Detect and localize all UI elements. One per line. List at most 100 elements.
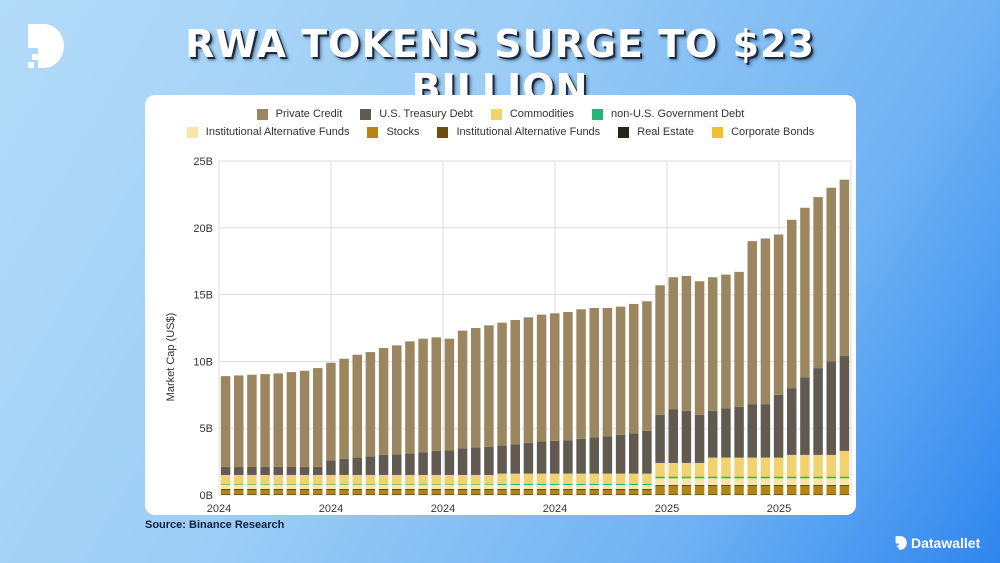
bar-segment-u-s-treasury-debt [734, 406, 744, 458]
bar-segment-u-s-treasury-debt [339, 458, 349, 475]
bar-segment-non-u-s-government-debt [457, 484, 468, 485]
bar-segment-corporate-bonds [365, 483, 376, 485]
bar-segment-institutional-alternative-funds [839, 484, 850, 487]
bar-segment-private-credit [523, 317, 534, 443]
bar-segment-institutional-alternative-funds [800, 478, 810, 485]
bar-segment-non-u-s-government-debt [668, 476, 678, 479]
bar-segment-non-u-s-government-debt [642, 483, 652, 485]
bar-segment-institutional-alternative-funds [273, 488, 283, 491]
bar-segment-non-u-s-government-debt [615, 483, 626, 485]
bar-segment-u-s-treasury-debt [747, 404, 757, 458]
bar-segment-institutional-alternative-funds [457, 484, 468, 489]
bar-segment-stocks [642, 490, 652, 495]
bar-segment-private-credit [826, 187, 836, 362]
legend-item[interactable]: Institutional Alternative Funds [186, 126, 350, 138]
bar-segment-non-u-s-government-debt [260, 484, 270, 485]
legend-item[interactable]: Private Credit [256, 108, 342, 120]
bar-segment-institutional-alternative-funds [326, 488, 336, 491]
bar-segment-institutional-alternative-funds [510, 488, 520, 491]
bar-segment-stocks [497, 490, 507, 495]
bar-segment-stocks [326, 490, 336, 495]
bar-segment-corporate-bonds [247, 483, 257, 485]
bar-segment-stocks [365, 490, 376, 495]
bar-segment-stocks [444, 490, 455, 495]
bar-segment-commodities [708, 457, 718, 477]
bar-segment-non-u-s-government-debt [523, 483, 534, 485]
bar-segment-commodities [773, 457, 784, 477]
legend-row-1: Private Credit U.S. Treasury Debt Commodit… [145, 108, 856, 120]
bar-segment-institutional-alternative-funds [747, 478, 757, 485]
bar-segment-corporate-bonds [378, 483, 389, 485]
x-tick-label: 2024 [207, 503, 231, 515]
bar-segment-private-credit [721, 274, 731, 409]
bar-segment-corporate-bonds [444, 483, 455, 485]
bar-segment-private-credit [471, 328, 481, 448]
bar-segment-stocks [708, 486, 718, 495]
bar-segment-real-estate [299, 494, 310, 495]
legend-item[interactable]: U.S. Treasury Debt [360, 108, 473, 120]
bar-segment-commodities [313, 474, 323, 484]
bar-segment-institutional-alternative-funds [826, 478, 836, 485]
bar-segment-institutional-alternative-funds [457, 488, 468, 491]
bar-segment-corporate-bonds [839, 476, 850, 477]
legend-item[interactable]: Institutional Alternative Funds [437, 126, 600, 138]
x-tick-label: 2025 [767, 503, 791, 515]
y-tick-label: 5B [200, 423, 213, 435]
bar-segment-institutional-alternative-funds [247, 488, 257, 491]
bar-segment-corporate-bonds [642, 483, 652, 484]
legend-swatch [256, 108, 268, 120]
legend-item[interactable]: Commodities [490, 108, 574, 120]
bar-segment-non-u-s-government-debt [339, 484, 349, 485]
bar-segment-u-s-treasury-debt [510, 444, 520, 474]
bar-segment-corporate-bonds [326, 483, 336, 485]
legend-item[interactable]: Real Estate [618, 126, 694, 138]
bar-segment-real-estate [457, 494, 468, 495]
bar-segment-real-estate [839, 494, 850, 495]
bar-segment-corporate-bonds [339, 483, 349, 485]
bar-segment-non-u-s-government-debt [787, 476, 797, 479]
bar-segment-private-credit [576, 309, 586, 439]
bar-segment-real-estate [484, 494, 494, 495]
bar-segment-stocks [668, 486, 678, 495]
bar-segment-non-u-s-government-debt [681, 476, 692, 479]
bar-segment-commodities [550, 473, 560, 484]
bar-segment-institutional-alternative-funds [497, 484, 507, 489]
bar-segment-private-credit [589, 307, 599, 438]
bar-segment-real-estate [681, 494, 692, 495]
bar-segment-real-estate [471, 494, 481, 495]
bar-segment-institutional-alternative-funds [523, 484, 534, 489]
bar-segment-private-credit [313, 368, 323, 467]
bar-segment-private-credit [681, 275, 692, 411]
datawallet-logo-icon [895, 535, 907, 550]
bar-segment-non-u-s-government-debt [220, 484, 231, 485]
bar-segment-corporate-bonds [484, 483, 494, 485]
bar-segment-private-credit [602, 307, 613, 437]
legend-item[interactable]: non-U.S. Government Debt [592, 108, 744, 120]
legend-item[interactable]: Stocks [367, 126, 419, 138]
legend-label: Institutional Alternative Funds [205, 126, 350, 138]
bar-segment-corporate-bonds [708, 476, 718, 477]
bar-segment-private-credit [629, 303, 639, 434]
bar-segment-real-estate [431, 494, 441, 495]
bar-segment-stocks [484, 490, 494, 495]
bar-segment-institutional-alternative-funds [365, 484, 376, 489]
y-tick-label: 0B [200, 490, 213, 502]
bar-segment-commodities [523, 473, 534, 484]
bar-segment-corporate-bonds [392, 483, 402, 485]
bar-segment-u-s-treasury-debt [273, 466, 283, 475]
legend-item[interactable]: Corporate Bonds [712, 126, 814, 138]
bar-segment-commodities [839, 450, 850, 477]
bar-segment-commodities [339, 474, 349, 484]
bar-segment-institutional-alternative-funds [313, 488, 323, 491]
bar-segment-real-estate [247, 494, 257, 495]
bar-segment-non-u-s-government-debt [655, 476, 665, 479]
bar-segment-corporate-bonds [734, 476, 744, 477]
bar-segment-commodities [260, 474, 270, 484]
bar-segment-private-credit [563, 311, 573, 441]
bar-segment-institutional-alternative-funds [392, 488, 402, 491]
bar-segment-institutional-alternative-funds [734, 484, 744, 487]
bar-segment-private-credit [655, 285, 665, 415]
bar-segment-corporate-bonds [773, 476, 784, 477]
bar-segment-stocks [747, 486, 757, 495]
x-tick-label: 2024 [319, 503, 343, 515]
